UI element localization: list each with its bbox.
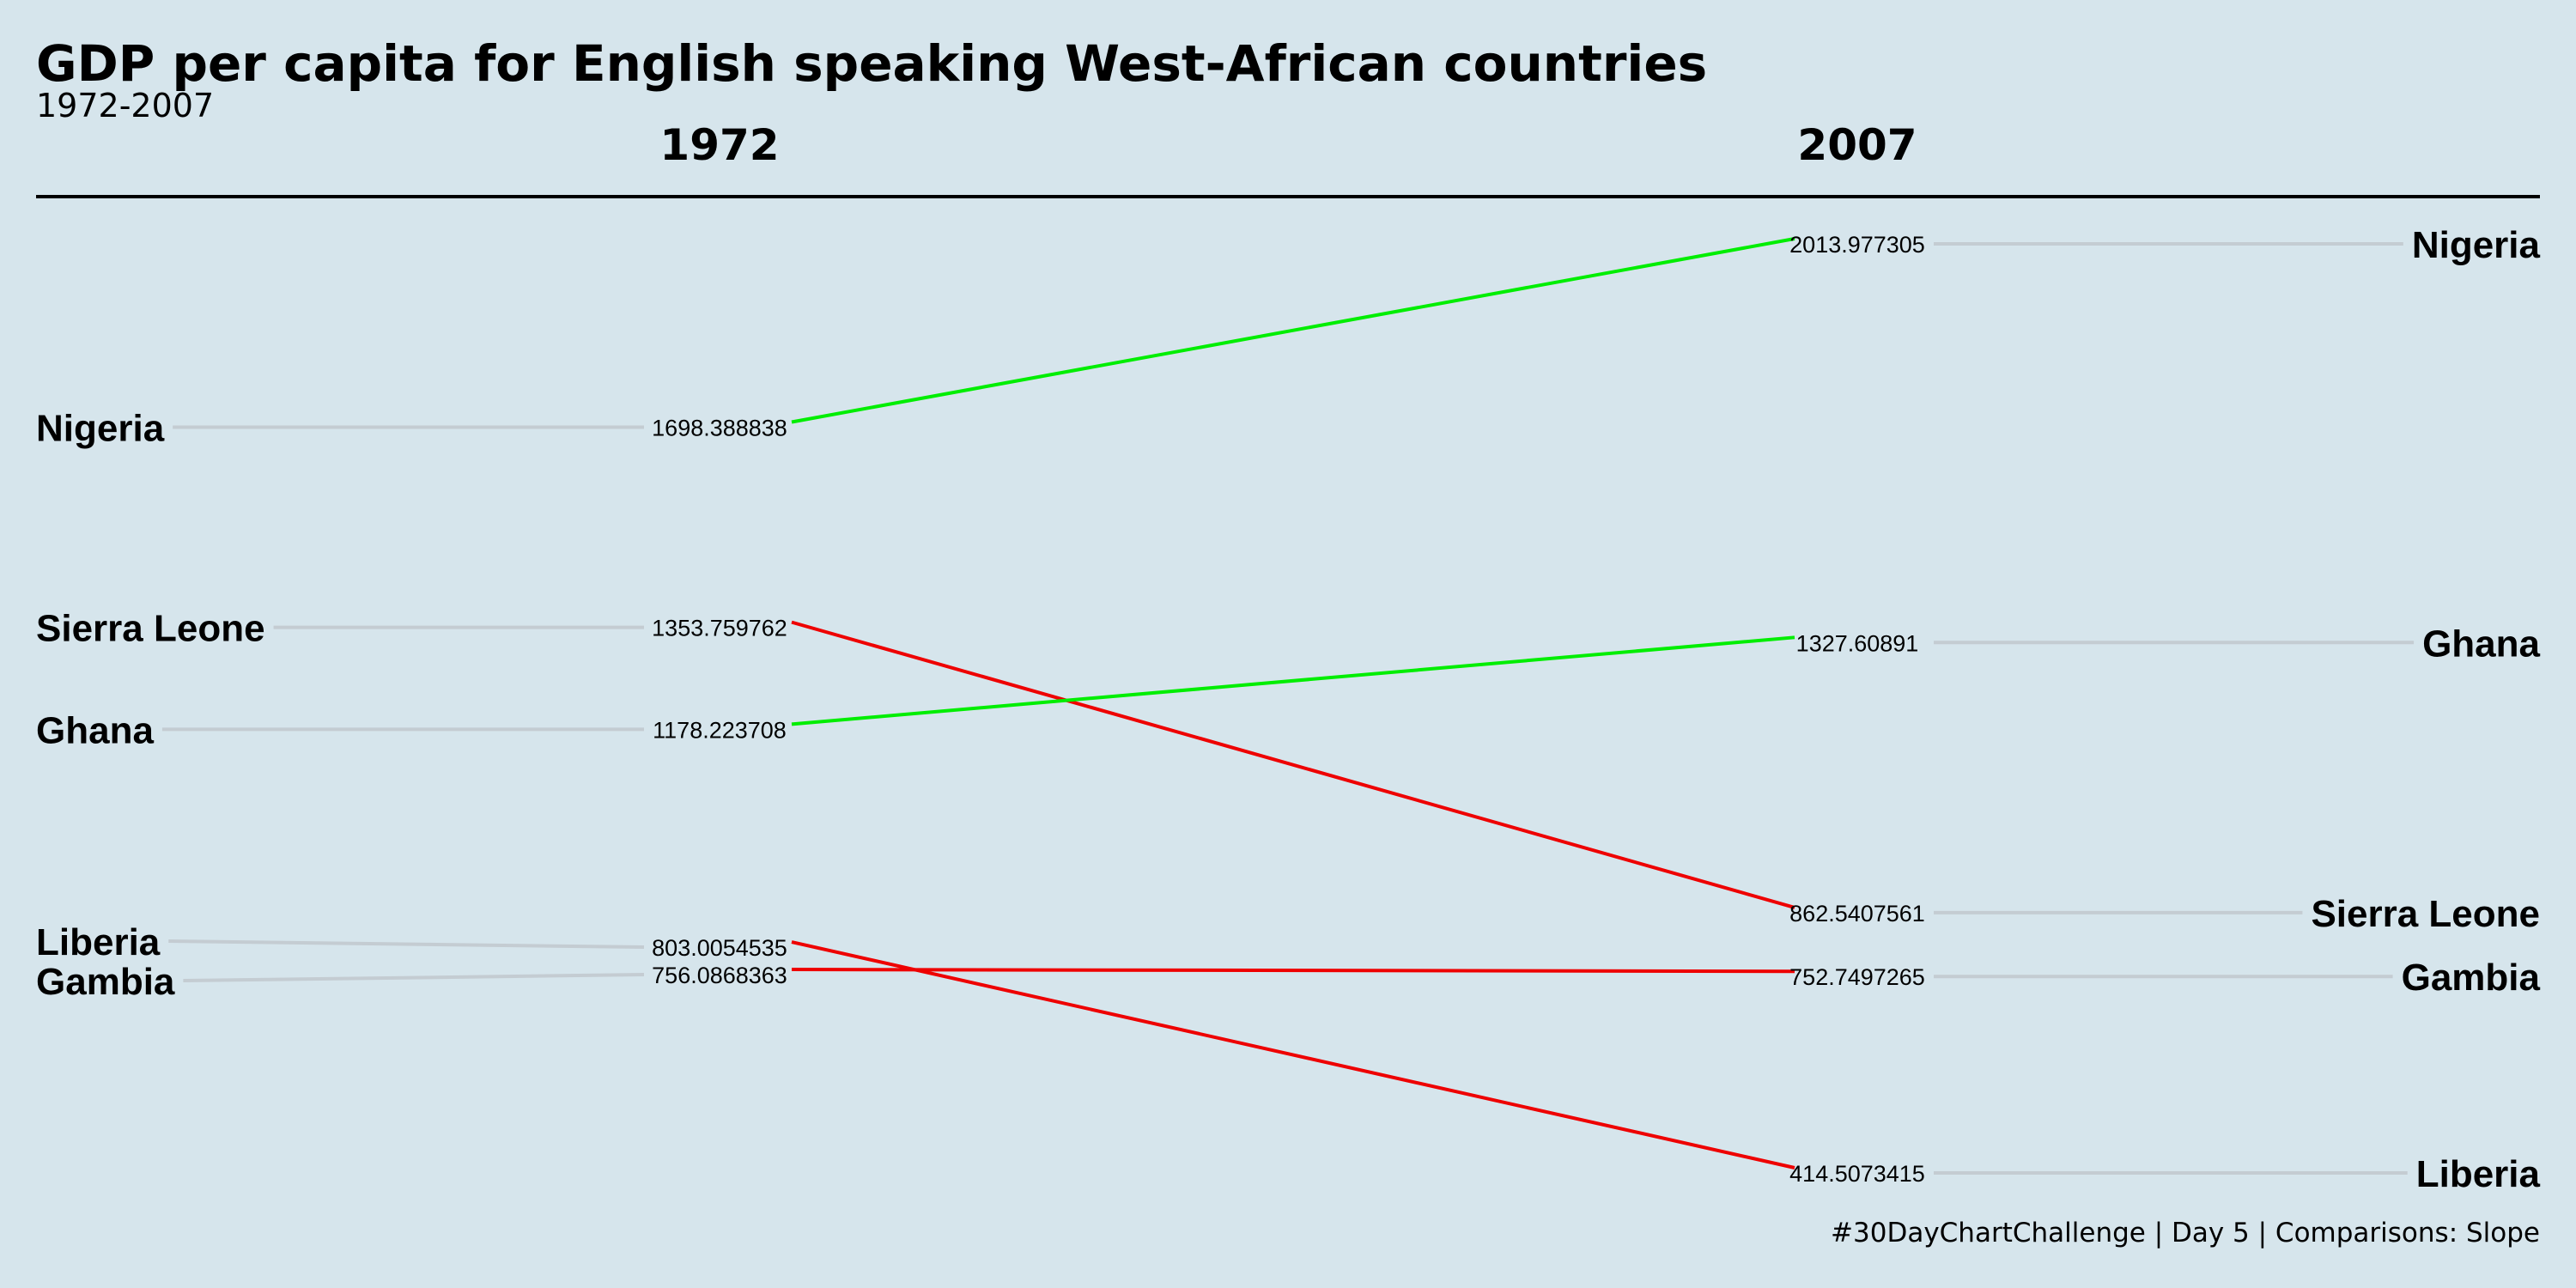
- country-label-right-ghana: Ghana: [2422, 623, 2540, 665]
- value-label-2007-gambia: 752.7497265: [1789, 964, 1925, 990]
- country-label-right-gambia: Gambia: [2402, 957, 2541, 999]
- country-label-right-nigeria: Nigeria: [2412, 224, 2541, 266]
- chart-caption: #30DayChartChallenge | Day 5 | Compariso…: [1831, 1218, 2540, 1249]
- value-label-1972-sierra-leone: 1353.759762: [652, 616, 787, 641]
- slope-marks: Nigeria 1698.388838 2013.977305 Nigeria Sier…: [36, 224, 2541, 1195]
- country-label-left-nigeria: Nigeria: [36, 407, 165, 449]
- guide-line-left-liberia: [168, 939, 645, 950]
- slope-line-liberia: [791, 940, 1795, 1170]
- slope-line-ghana: [791, 635, 1795, 726]
- year-label-end: 2007: [1797, 120, 1917, 170]
- country-label-left-gambia: Gambia: [36, 961, 175, 1003]
- value-label-2007-liberia: 414.5073415: [1789, 1161, 1925, 1187]
- country-label-left-liberia: Liberia: [36, 921, 161, 963]
- value-label-1972-ghana: 1178.223708: [653, 717, 787, 743]
- value-label-2007-sierra-leone: 862.5407561: [1789, 901, 1925, 927]
- country-label-left-sierra-leone: Sierra Leone: [36, 608, 265, 650]
- slope-line-gambia: [791, 968, 1795, 974]
- value-label-2007-ghana: 1327.60891: [1796, 630, 1919, 656]
- value-label-2007-nigeria: 2013.977305: [1789, 232, 1925, 258]
- year-label-start: 1972: [659, 120, 779, 170]
- value-label-1972-nigeria: 1698.388838: [652, 415, 787, 440]
- country-label-right-sierra-leone: Sierra Leone: [2311, 893, 2540, 935]
- slope-line-nigeria: [791, 237, 1795, 424]
- chart-title: GDP per capita for English speaking West…: [36, 34, 1707, 93]
- value-label-1972-gambia: 756.0868363: [652, 963, 787, 988]
- chart-subtitle: 1972-2007: [36, 87, 214, 125]
- country-label-left-ghana: Ghana: [36, 709, 154, 751]
- guide-line-left-gambia: [183, 973, 645, 983]
- country-label-right-liberia: Liberia: [2416, 1153, 2541, 1195]
- slope-line-sierra-leone: [791, 620, 1795, 909]
- value-label-1972-liberia: 803.0054535: [652, 935, 787, 961]
